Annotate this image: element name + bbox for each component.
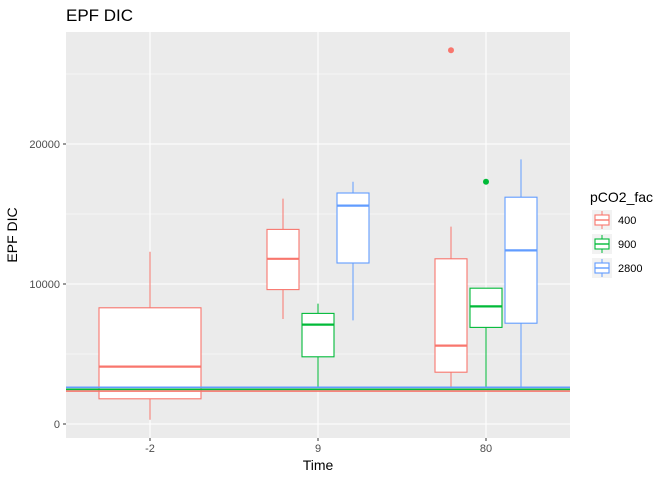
box-body — [469, 287, 503, 328]
box-900-9 — [301, 303, 335, 388]
box-body — [336, 192, 370, 264]
legend-label: 400 — [618, 215, 636, 227]
reference-lines — [66, 386, 570, 392]
box-400-9 — [266, 198, 300, 319]
outlier-point — [483, 178, 489, 185]
x-axis-title: Time — [303, 457, 334, 473]
x-axis: -2 9 80 — [145, 438, 492, 455]
box-body — [434, 258, 468, 373]
box-body — [301, 312, 335, 358]
y-axis-title: EPF DIC — [4, 207, 20, 262]
legend: pCO2_fac 400 900 2800 — [590, 189, 653, 278]
x-tick-label: 9 — [315, 443, 321, 455]
x-tick-label: 80 — [480, 443, 492, 455]
y-tick-label: 20000 — [29, 139, 60, 151]
box-2800-80 — [504, 159, 538, 388]
legend-entry-2800: 2800 — [592, 258, 642, 278]
chart-title: EPF DIC — [66, 6, 133, 25]
legend-label: 900 — [618, 239, 636, 251]
legend-label: 2800 — [618, 263, 642, 275]
box-400-80 — [434, 47, 468, 388]
legend-entry-900: 900 — [592, 234, 636, 254]
x-tick-label: -2 — [145, 443, 155, 455]
y-axis: 0 10000 20000 — [29, 139, 66, 431]
box-900-80 — [469, 178, 503, 388]
box-400--2 — [98, 251, 202, 420]
box-2800-9 — [336, 181, 370, 321]
boxes — [98, 47, 538, 420]
outlier-point — [448, 47, 454, 54]
y-tick-label: 10000 — [29, 279, 60, 291]
y-tick-label: 0 — [54, 419, 60, 431]
box-body — [504, 196, 538, 324]
box-body — [98, 307, 202, 400]
legend-entry-400: 400 — [592, 210, 636, 230]
legend-title: pCO2_fac — [590, 189, 653, 205]
